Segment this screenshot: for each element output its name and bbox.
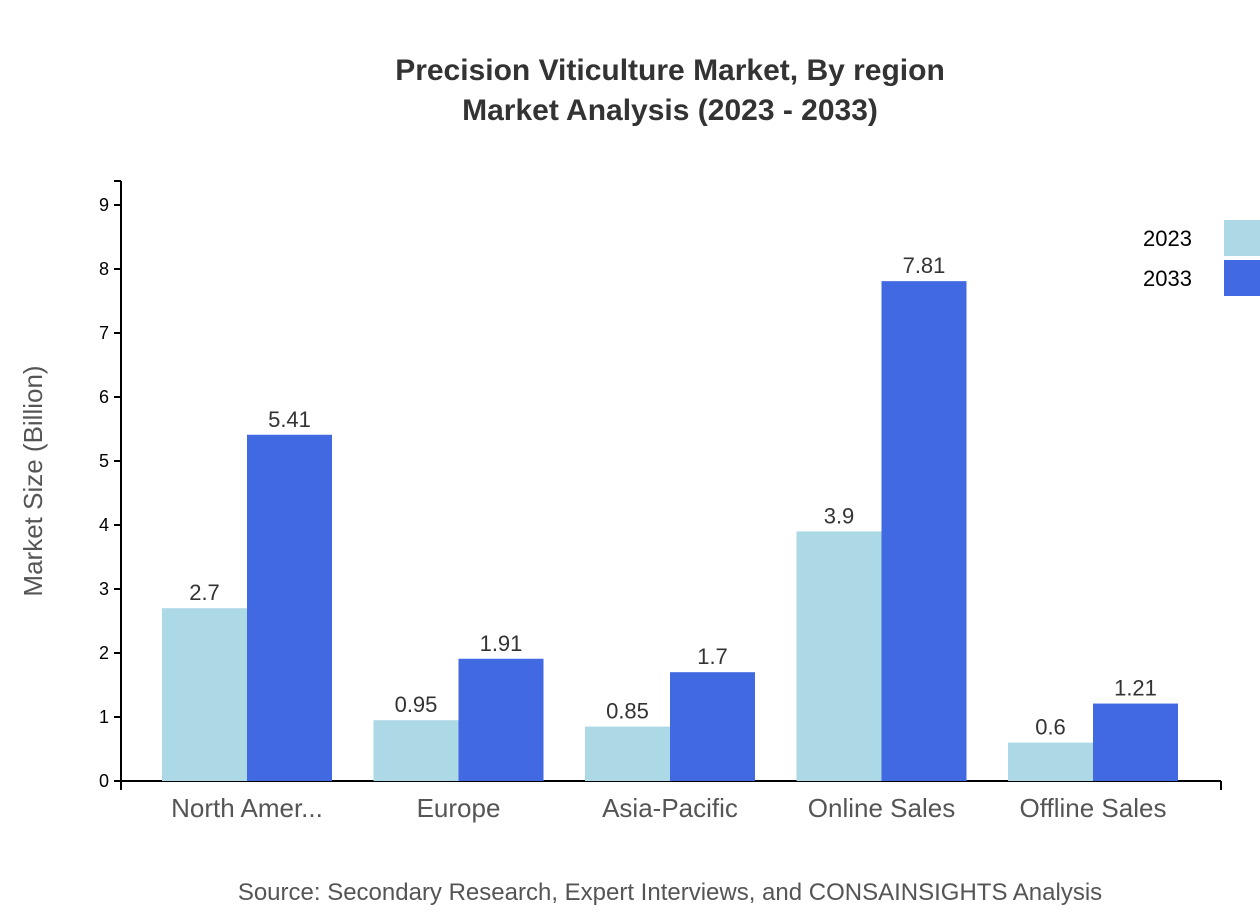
- y-tick-label: 5: [99, 451, 109, 471]
- data-label: 1.91: [480, 631, 523, 656]
- data-label: 7.81: [903, 253, 946, 278]
- bar-2033: [247, 434, 332, 781]
- data-label: 1.21: [1114, 676, 1157, 701]
- bar-2023: [373, 720, 459, 781]
- y-tick-label: 1: [99, 707, 109, 727]
- bar-2033: [670, 672, 755, 781]
- chart-title: Precision Viticulture Market, By region: [395, 54, 945, 87]
- x-tick-label: Asia-Pacific: [602, 793, 738, 823]
- x-tick-label: Europe: [417, 793, 501, 823]
- source-note: Source: Secondary Research, Expert Inter…: [238, 879, 1102, 906]
- y-tick-label: 3: [99, 579, 109, 599]
- bar-2033: [881, 281, 967, 781]
- bar-2023: [796, 531, 882, 781]
- x-tick-label: Offline Sales: [1020, 793, 1167, 823]
- data-label: 3.9: [824, 503, 855, 528]
- data-label: 1.7: [697, 644, 728, 669]
- x-tick-label: Online Sales: [808, 793, 955, 823]
- data-label: 2.7: [189, 580, 220, 605]
- legend-label: 2033: [1143, 266, 1192, 291]
- chart-subtitle: Market Analysis (2023 - 2033): [462, 94, 878, 127]
- y-axis-label: Market Size (Billion): [18, 365, 48, 596]
- bar-2033: [458, 658, 544, 781]
- bar-2033: [1093, 703, 1178, 781]
- y-tick-label: 6: [99, 387, 109, 407]
- y-tick-label: 7: [99, 323, 109, 343]
- bar-2023: [585, 726, 670, 781]
- x-tick-label: North Amer...: [171, 793, 323, 823]
- legend-label: 2023: [1143, 226, 1192, 251]
- data-label: 5.41: [268, 407, 311, 432]
- data-label: 0.85: [606, 699, 649, 724]
- y-tick-label: 0: [99, 771, 109, 791]
- bar-2023: [162, 608, 247, 781]
- legend-swatch: [1224, 220, 1260, 256]
- y-tick-label: 8: [99, 259, 109, 279]
- y-tick-label: 4: [99, 515, 109, 535]
- legend-swatch: [1224, 260, 1260, 296]
- data-label: 0.6: [1035, 715, 1066, 740]
- y-tick-label: 9: [99, 195, 109, 215]
- data-label: 0.95: [395, 692, 438, 717]
- y-tick-label: 2: [99, 643, 109, 663]
- bar-2023: [1008, 742, 1093, 781]
